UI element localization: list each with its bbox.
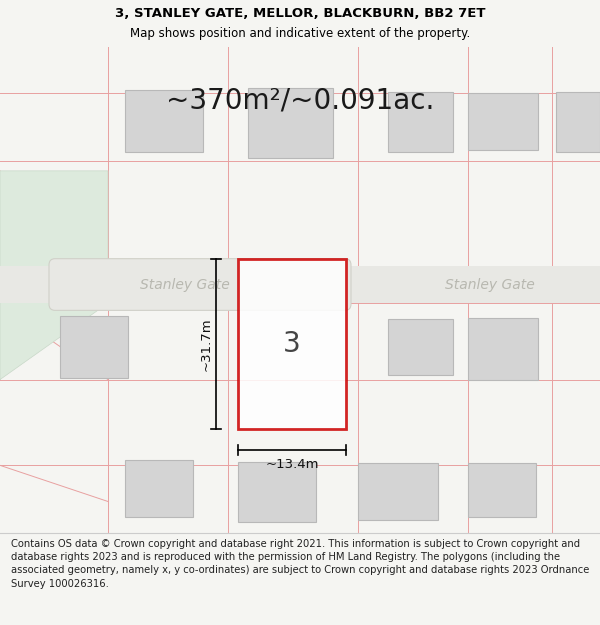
Bar xyxy=(0,266,600,303)
Text: Stanley Gate: Stanley Gate xyxy=(445,278,535,291)
Bar xyxy=(125,460,193,517)
Bar xyxy=(60,316,128,378)
Bar xyxy=(468,93,538,150)
Text: Contains OS data © Crown copyright and database right 2021. This information is : Contains OS data © Crown copyright and d… xyxy=(11,539,589,589)
Text: 3: 3 xyxy=(283,330,301,358)
Bar xyxy=(248,88,333,159)
Text: 3, STANLEY GATE, MELLOR, BLACKBURN, BB2 7ET: 3, STANLEY GATE, MELLOR, BLACKBURN, BB2 … xyxy=(115,7,485,19)
Bar xyxy=(358,463,438,520)
Bar xyxy=(388,92,453,152)
Bar xyxy=(388,319,453,376)
Text: Stanley Gate: Stanley Gate xyxy=(140,278,230,291)
Bar xyxy=(468,463,536,517)
Text: ~370m²/~0.091ac.: ~370m²/~0.091ac. xyxy=(166,87,434,114)
Bar xyxy=(238,259,346,429)
Text: Map shows position and indicative extent of the property.: Map shows position and indicative extent… xyxy=(130,28,470,40)
Polygon shape xyxy=(0,171,108,379)
Bar xyxy=(468,318,538,379)
Text: ~31.7m: ~31.7m xyxy=(199,317,212,371)
Bar xyxy=(556,92,600,152)
Bar xyxy=(238,462,316,522)
Bar xyxy=(125,90,203,152)
FancyBboxPatch shape xyxy=(49,259,351,311)
Text: ~13.4m: ~13.4m xyxy=(265,458,319,471)
